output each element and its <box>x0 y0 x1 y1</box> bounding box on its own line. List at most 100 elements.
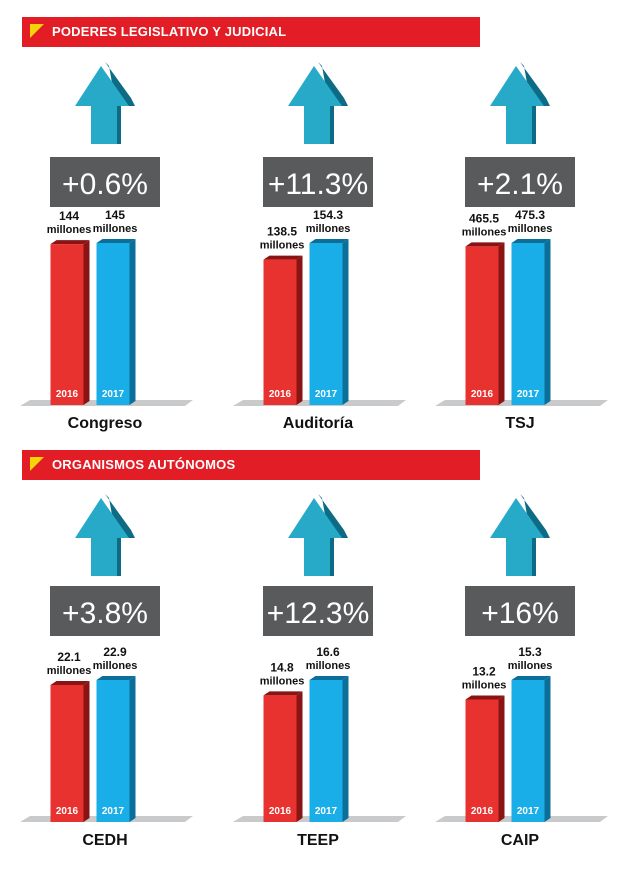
entity-label: TEEP <box>297 832 339 849</box>
change-percent: +11.3% <box>268 168 368 201</box>
bar-value-label: 138.5 <box>267 225 297 239</box>
bar-unit-label: millones <box>260 675 305 687</box>
bar-2017 <box>96 243 130 405</box>
bar-side <box>129 239 136 405</box>
bar-year-label: 2016 <box>56 389 79 400</box>
bar-unit-label: millones <box>47 224 92 236</box>
change-percent: +0.6% <box>62 168 148 201</box>
bar-side <box>544 676 551 822</box>
bar-side <box>129 676 136 822</box>
bar-top <box>50 240 90 245</box>
bar-value-label: 475.3 <box>515 208 545 222</box>
bar-side <box>342 239 349 405</box>
arrow-up-icon <box>75 66 129 144</box>
bar-top <box>465 242 505 247</box>
bar-value-label: 154.3 <box>313 208 343 222</box>
change-badge <box>50 586 160 636</box>
bar-value-label: 22.9 <box>103 645 127 659</box>
bar-unit-label: millones <box>508 223 553 235</box>
bar-2017 <box>511 243 545 405</box>
change-badge <box>465 157 575 207</box>
bar-unit-label: millones <box>462 679 507 691</box>
bar-year-label: 2017 <box>102 389 125 400</box>
bar-unit-label: millones <box>93 660 138 672</box>
bar-top <box>50 680 90 685</box>
bar-unit-label: millones <box>508 660 553 672</box>
arrow-up-icon <box>288 498 342 576</box>
bar-side <box>296 255 303 405</box>
bar-side <box>498 695 505 822</box>
bar-year-label: 2017 <box>102 806 125 817</box>
bar-top <box>309 676 349 680</box>
bar-2016 <box>465 246 499 405</box>
bar-side <box>83 240 90 405</box>
bar-value-label: 15.3 <box>518 645 542 659</box>
bar-value-label: 465.5 <box>469 211 499 225</box>
bar-value-label: 144 <box>59 209 79 223</box>
change-badge <box>465 586 575 636</box>
bar-2017 <box>511 680 545 822</box>
arrow-up-icon <box>490 498 544 576</box>
bar-year-label: 2017 <box>315 806 338 817</box>
section-title: PODERES LEGISLATIVO Y JUDICIAL <box>52 24 287 39</box>
change-percent: +3.8% <box>62 597 148 630</box>
arrow-up-icon <box>490 66 544 144</box>
bar-year-label: 2016 <box>269 806 292 817</box>
change-percent: +2.1% <box>477 168 563 201</box>
bar-2016 <box>263 259 297 405</box>
change-badge <box>263 157 373 207</box>
entity-label: CEDH <box>82 832 127 849</box>
bar-year-label: 2017 <box>517 389 540 400</box>
bar-side <box>342 676 349 822</box>
bar-unit-label: millones <box>306 660 351 672</box>
banner-triangle-icon <box>30 24 44 38</box>
bar-value-label: 13.2 <box>472 664 496 678</box>
change-badge <box>263 586 373 636</box>
bar-2016 <box>50 244 84 405</box>
arrow-up-icon <box>75 498 129 576</box>
bar-unit-label: millones <box>462 226 507 238</box>
bar-year-label: 2016 <box>471 389 494 400</box>
bar-top <box>309 239 349 243</box>
bar-side <box>544 239 551 405</box>
bar-value-label: 145 <box>105 208 125 222</box>
bar-value-label: 22.1 <box>57 650 81 664</box>
bar-unit-label: millones <box>306 223 351 235</box>
bar-top <box>465 695 505 700</box>
bar-side <box>83 680 90 822</box>
bar-top <box>96 239 136 243</box>
bar-year-label: 2016 <box>471 806 494 817</box>
bar-top <box>511 239 551 243</box>
arrow-up-icon <box>288 66 342 144</box>
bar-year-label: 2017 <box>315 389 338 400</box>
change-percent: +16% <box>481 597 559 630</box>
bar-side <box>498 242 505 405</box>
section-title: ORGANISMOS AUTÓNOMOS <box>52 457 236 472</box>
entity-label: TSJ <box>505 415 534 432</box>
bar-value-label: 14.8 <box>270 660 294 674</box>
change-percent: +12.3% <box>267 597 370 630</box>
section-banner-organismos: ORGANISMOS AUTÓNOMOS <box>22 450 480 480</box>
bar-2017 <box>96 680 130 822</box>
bar-value-label: 16.6 <box>316 645 340 659</box>
entity-label: Auditoría <box>283 415 353 432</box>
bar-top <box>96 676 136 680</box>
change-badge <box>50 157 160 207</box>
entity-label: Congreso <box>68 415 143 432</box>
bar-unit-label: millones <box>260 240 305 252</box>
bar-top <box>511 676 551 680</box>
bar-top <box>263 691 303 696</box>
bar-unit-label: millones <box>93 223 138 235</box>
section-banner-poderes: PODERES LEGISLATIVO Y JUDICIAL <box>22 17 480 47</box>
entity-label: CAIP <box>501 832 540 849</box>
bar-2016 <box>465 699 499 822</box>
bar-year-label: 2016 <box>56 806 79 817</box>
bar-2017 <box>309 243 343 405</box>
banner-triangle-icon <box>30 457 44 471</box>
bar-top <box>263 255 303 260</box>
bar-side <box>296 691 303 822</box>
bar-year-label: 2016 <box>269 389 292 400</box>
bar-2017 <box>309 680 343 822</box>
